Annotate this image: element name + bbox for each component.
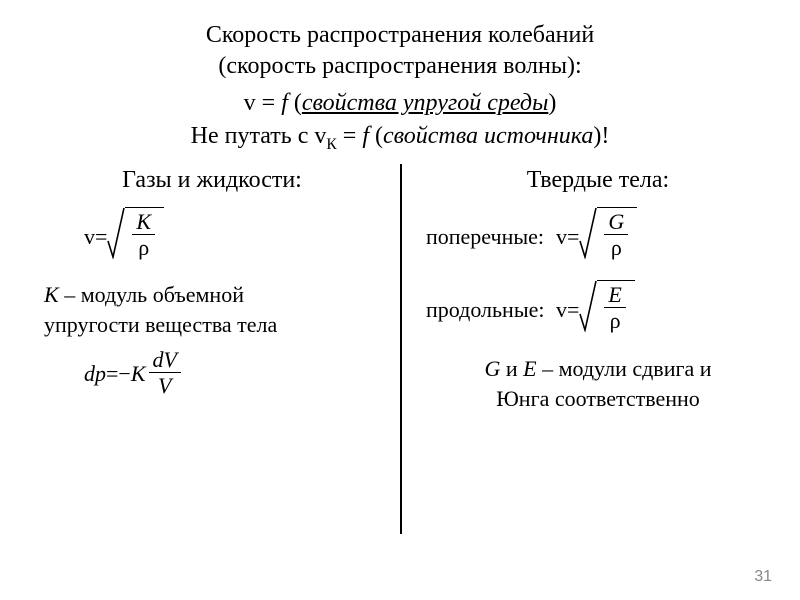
left-def-k-text2: упругости вещества тела [44,312,277,337]
dp-eq: = [106,359,118,389]
left-def-k: K – модуль объемной упругости вещества т… [44,280,380,339]
dp-fraction: dV V [149,348,181,400]
left-heading: Газы и жидкости: [44,164,380,196]
slide-page: Скорость распространения колебаний (скор… [0,0,800,600]
right-heading: Твердые тела: [426,164,770,196]
trans-den: ρ [604,235,628,261]
transverse-label: поперечные: [426,222,556,252]
left-frac-num: K [132,210,155,235]
def-G: G [484,356,500,381]
left-def-k-sym: K [44,282,59,307]
long-eq: = [567,295,579,325]
dp-lhs: dp [84,359,106,389]
title-line-1: Скорость распространения колебаний [206,22,594,48]
main-eq-open: ( [294,90,302,116]
left-radicand: K ρ [125,207,164,267]
dp-num: dV [149,348,181,373]
left-fraction: K ρ [132,210,155,262]
long-radicand: E ρ [597,280,634,340]
long-num: E [604,283,625,308]
trans-fraction: G ρ [604,210,628,262]
radical-icon [579,280,597,340]
warn-open: ( [375,123,383,149]
def-and: и [500,356,523,381]
dp-minus: − [118,359,130,389]
main-equation: v = f (свойства упругой среды) [30,90,770,117]
left-column: Газы и жидкости: v = K ρ [30,164,400,534]
title-line-2: (скорость распространения волны): [218,53,581,79]
left-formula-v: v = K ρ [84,207,380,267]
warn-sub: К [326,136,336,153]
right-transverse-row: поперечные: v = G ρ [426,207,770,267]
radical-icon [107,207,125,267]
left-formula-dp: dp = − K dV V [84,348,380,400]
warning-line: Не путать с vК = f (свойства источника)! [30,123,770,154]
left-sqrt: K ρ [107,207,164,267]
left-v-eq: = [95,222,107,252]
main-eq-f: f [281,90,294,116]
longitudinal-label: продольные: [426,295,556,325]
long-lhs: v [556,295,567,325]
trans-sqrt: G ρ [579,207,637,267]
column-divider [400,164,402,534]
right-column: Твердые тела: поперечные: v = G ρ [400,164,770,534]
radical-icon [579,207,597,267]
main-eq-lhs: v = [244,90,282,116]
main-eq-arg: свойства упругой среды [302,90,548,116]
trans-eq: = [567,222,579,252]
left-v-lhs: v [84,222,95,252]
slide-title: Скорость распространения колебаний (скор… [30,20,770,82]
main-eq-close: ) [548,90,556,116]
dp-den: V [149,373,181,399]
def-text1: – модули сдвига и [537,356,712,381]
def-E: E [523,356,536,381]
warn-pre: Не путать с v [191,123,327,149]
trans-radicand: G ρ [597,207,637,267]
long-den: ρ [604,308,625,334]
right-def: G и E – модули сдвига и Юнга соответстве… [426,354,770,413]
def-text2: Юнга соответственно [496,386,700,411]
trans-num: G [604,210,628,235]
warn-mid: = [337,123,363,149]
left-def-k-text1: – модуль объемной [59,282,244,307]
long-fraction: E ρ [604,283,625,335]
page-number: 31 [754,568,772,586]
warn-arg: свойства источника [383,123,593,149]
warn-close: )! [593,123,609,149]
warn-f: f [362,123,375,149]
right-longitudinal-row: продольные: v = E ρ [426,280,770,340]
trans-lhs: v [556,222,567,252]
columns-wrapper: Газы и жидкости: v = K ρ [30,164,770,534]
long-sqrt: E ρ [579,280,634,340]
left-frac-den: ρ [132,235,155,261]
dp-coef: K [131,359,146,389]
